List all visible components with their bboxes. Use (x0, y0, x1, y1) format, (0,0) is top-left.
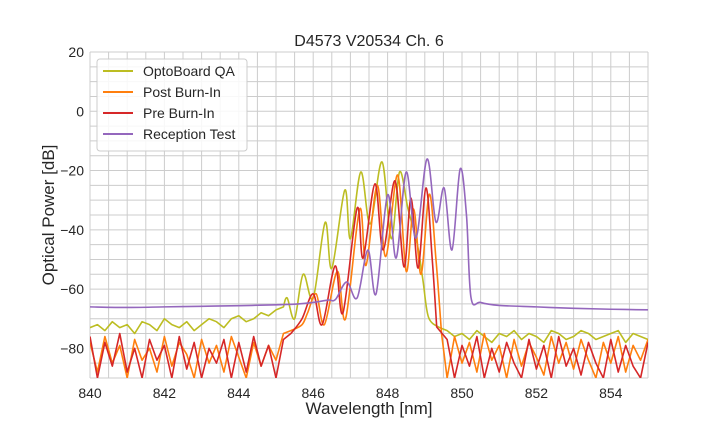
x-tick-label: 844 (227, 385, 251, 401)
y-tick-label: −20 (60, 163, 84, 179)
x-tick-label: 850 (450, 385, 474, 401)
series-line-pre-burn-in (90, 180, 648, 378)
x-tick-label: 852 (525, 385, 549, 401)
y-tick-label: −80 (60, 340, 84, 356)
y-tick-label: −60 (60, 281, 84, 297)
y-tick-label: −40 (60, 222, 84, 238)
y-tick-label: 20 (68, 44, 84, 60)
y-tick-label: 0 (76, 103, 84, 119)
legend-label: Post Burn-In (143, 84, 221, 100)
tick-labels: 840 842 844 846 848 850 852 854 −80 −60 −40 −20 0 20 (60, 44, 622, 401)
x-tick-label: 848 (376, 385, 400, 401)
x-axis-label: Wavelength [nm] (306, 399, 433, 418)
series-line-optoboard-qa (90, 161, 648, 344)
x-tick-label: 840 (78, 385, 102, 401)
series-line-reception-test (90, 158, 648, 311)
series-lines (90, 158, 648, 378)
legend-label: Reception Test (143, 126, 235, 142)
legend-label: OptoBoard QA (143, 63, 235, 79)
chart-title: D4573 V20534 Ch. 6 (294, 33, 444, 50)
legend-label: Pre Burn-In (143, 105, 215, 121)
x-tick-label: 846 (302, 385, 326, 401)
x-tick-label: 842 (153, 385, 177, 401)
legend-box (96, 58, 248, 152)
x-tick-label: 854 (599, 385, 623, 401)
y-axis-label: Optical Power [dB] (39, 145, 58, 286)
legend: OptoBoard QA Post Burn-In Pre Burn-In Recep… (96, 58, 248, 152)
series-line-post-burn-in (90, 174, 648, 378)
